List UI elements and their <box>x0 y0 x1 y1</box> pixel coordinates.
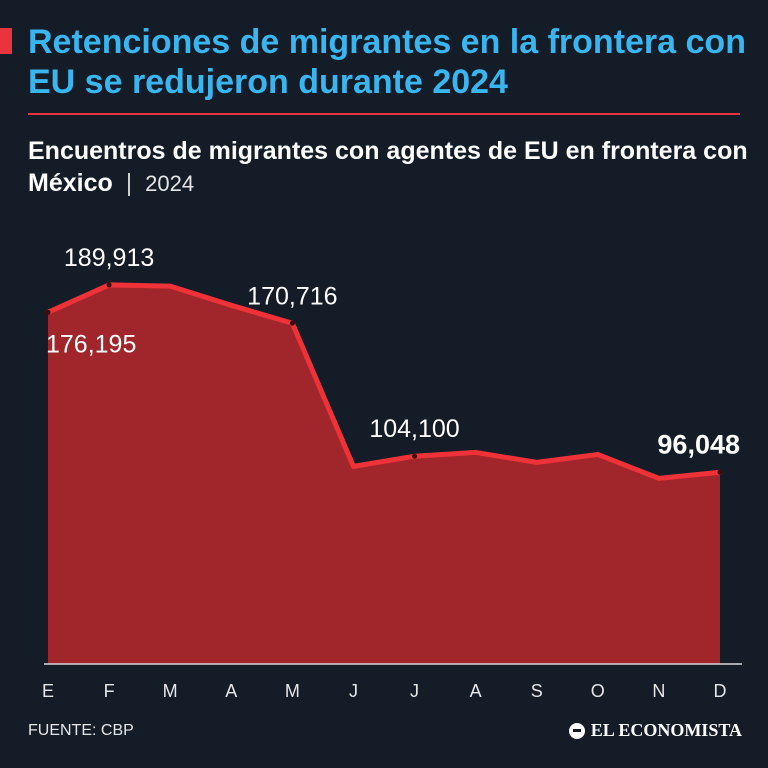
x-tick-label: M <box>285 681 300 701</box>
data-point <box>106 282 112 288</box>
chart-title: Retenciones de migrantes en la frontera … <box>28 23 746 101</box>
brand-logo: EL ECONOMISTA <box>568 720 742 741</box>
x-tick-label: J <box>410 681 419 701</box>
data-label: 104,100 <box>369 415 459 443</box>
data-point <box>45 309 51 315</box>
data-label: 170,716 <box>247 282 337 310</box>
series-line <box>45 282 723 481</box>
data-point <box>717 469 723 475</box>
subtitle-year: 2024 <box>145 171 195 196</box>
x-tick-label: S <box>531 681 543 701</box>
x-tick-label: D <box>714 681 727 701</box>
brand-mark-icon <box>568 722 585 739</box>
x-tick-label: O <box>591 681 605 701</box>
brand-name: EL ECONOMISTA <box>590 720 742 740</box>
source-note: FUENTE: CBP <box>28 722 134 739</box>
x-tick-label: A <box>225 681 237 701</box>
x-tick-label: J <box>349 681 358 701</box>
data-label: 189,913 <box>64 244 154 272</box>
chart-subtitle: Encuentros de migrantes con agentes de E… <box>28 135 748 200</box>
title-accent-bar <box>0 28 12 54</box>
x-tick-label: M <box>163 681 178 701</box>
subtitle-main: Encuentros de migrantes con agentes de E… <box>28 137 748 197</box>
title-divider <box>28 113 740 115</box>
area-fill <box>48 284 720 664</box>
data-label: 96,048 <box>657 429 740 459</box>
data-label: 176,195 <box>46 330 136 358</box>
x-tick-label: E <box>42 681 54 701</box>
data-point <box>412 453 418 459</box>
data-point <box>289 320 295 326</box>
x-tick-label: N <box>652 681 665 701</box>
x-tick-label: F <box>104 681 115 701</box>
subtitle-separator: | <box>125 169 133 197</box>
x-tick-label: A <box>470 681 482 701</box>
